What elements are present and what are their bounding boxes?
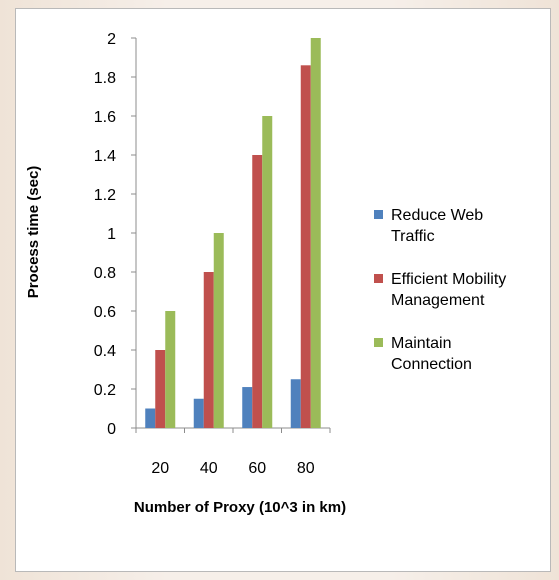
bar-maintain-connection-60 (262, 116, 273, 428)
y-tick-label: 0.2 (94, 382, 116, 399)
bar-reduce-web-traffic-20 (145, 408, 156, 428)
y-tick-label: 1 (107, 226, 116, 243)
y-tick-label: 0.8 (94, 265, 116, 282)
y-tick-label: 0 (107, 421, 116, 438)
bar-maintain-connection-80 (310, 38, 321, 428)
y-tick-labels: 0 0.2 0.4 0.6 0.8 1 1.2 1.4 1.6 1.8 2 (94, 31, 116, 438)
bar-reduce-web-traffic-80 (290, 379, 301, 428)
y-tick-label: 1.6 (94, 109, 116, 126)
y-tick-label: 1.4 (94, 148, 116, 165)
x-tick-label: 80 (297, 460, 315, 477)
bar-efficient-mobility-management-20 (155, 350, 166, 428)
bar-maintain-connection-40 (213, 233, 224, 428)
x-axis-title: Number of Proxy (10^3 in km) (134, 499, 346, 516)
legend-swatch (374, 338, 383, 347)
legend: Reduce Web Traffic Efficient Mobility Manag… (374, 207, 506, 373)
bar-maintain-connection-20 (165, 311, 176, 428)
legend-swatch (374, 210, 383, 219)
legend-label: Connection (391, 356, 472, 373)
y-axis-title: Process time (sec) (25, 166, 42, 299)
y-tick-label: 2 (107, 31, 116, 48)
y-tick-label: 0.6 (94, 304, 116, 321)
legend-label: Reduce Web (391, 207, 483, 224)
chart-frame (15, 8, 551, 572)
bar-efficient-mobility-management-80 (300, 65, 311, 429)
legend-swatch (374, 274, 383, 283)
x-tick-label: 20 (151, 460, 169, 477)
bar-reduce-web-traffic-60 (242, 387, 253, 428)
legend-label: Traffic (391, 228, 435, 245)
y-tick-label: 1.8 (94, 70, 116, 87)
legend-label: Maintain (391, 335, 451, 352)
x-tick-labels: 20 40 60 80 (151, 460, 314, 477)
bar-efficient-mobility-management-60 (252, 155, 263, 428)
x-tick-label: 60 (248, 460, 266, 477)
bar-efficient-mobility-management-40 (203, 272, 214, 428)
bars (145, 38, 321, 429)
y-tick-label: 1.2 (94, 187, 116, 204)
x-tick-label: 40 (200, 460, 218, 477)
legend-label: Management (391, 292, 485, 309)
bar-reduce-web-traffic-40 (193, 398, 204, 428)
legend-label: Efficient Mobility (391, 271, 506, 288)
y-tick-label: 0.4 (94, 343, 116, 360)
